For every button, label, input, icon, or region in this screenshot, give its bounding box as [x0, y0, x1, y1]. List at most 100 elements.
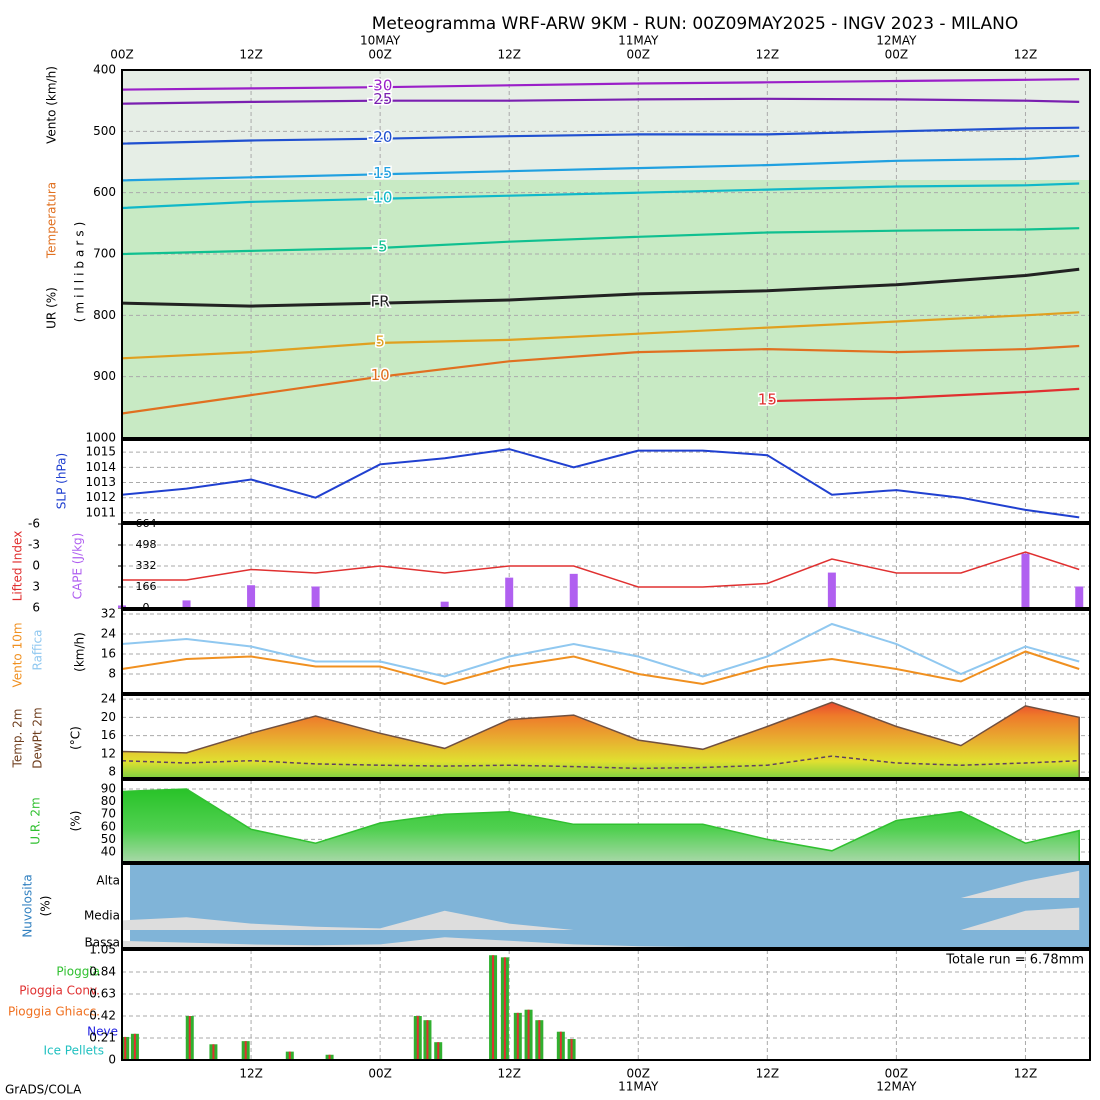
contour-label: 10 [371, 366, 390, 384]
precip-bar-conv [527, 1009, 530, 1060]
axis-label: CAPE (J/kg) [71, 533, 85, 600]
y-tick-label: 60 [101, 819, 116, 833]
time-label: 00Z [885, 48, 909, 62]
cape-bar [827, 572, 836, 608]
cape-bar [247, 585, 256, 608]
cloud-level-label: Bassa [85, 936, 120, 950]
y-tick-label: 80 [101, 794, 116, 808]
precip-bar-conv [288, 1051, 291, 1060]
contour-line [767, 387, 1080, 403]
contour-line [121, 78, 1080, 91]
y-tick-label: 24 [101, 627, 116, 641]
y-tick-label: 24 [101, 692, 116, 706]
precip-bar-conv [426, 1020, 429, 1060]
contour-label: -15 [368, 164, 393, 182]
precip-bar-conv [328, 1054, 331, 1060]
y2-tick-label: 6 [32, 601, 40, 615]
y-tick-label: 600 [93, 185, 116, 199]
contour-label: 15 [758, 391, 777, 409]
axis-label: Pioggia Conv. [19, 984, 100, 998]
contour-line [121, 97, 1080, 105]
series-line [121, 650, 1080, 686]
axis-label: (°C) [69, 726, 83, 750]
y-tick-label: 0.84 [89, 965, 116, 979]
y-tick-label: 166 [136, 580, 157, 593]
cape-bar [311, 586, 320, 608]
y-tick-label: 700 [93, 247, 116, 261]
y-tick-label: 8 [108, 765, 116, 779]
precip-bar-conv [538, 1020, 541, 1060]
axis-label: Pioggia [56, 965, 100, 979]
y-tick-label: 1013 [85, 475, 116, 489]
cape-bar [569, 573, 578, 608]
y-tick-label: 1.05 [89, 943, 116, 957]
y-tick-label: 16 [101, 728, 116, 742]
y-tick-label: 8 [108, 667, 116, 681]
panel-frame [121, 694, 1091, 779]
time-label: 00Z [885, 1067, 909, 1081]
precip-bar-conv [559, 1031, 562, 1060]
contour-label: -5 [373, 237, 388, 255]
time-label: 00Z [110, 48, 134, 62]
y-tick-label: 50 [101, 832, 116, 846]
filled-area [121, 701, 1080, 779]
cloud-level-label: Media [84, 909, 120, 923]
axis-label: Vento 10m [11, 622, 25, 687]
axis-label: Temp. 2m [11, 709, 25, 769]
date-label: 12MAY [876, 1080, 917, 1094]
axis-label: Ice Pellets [43, 1044, 104, 1058]
panel-frame [121, 69, 1091, 439]
precip-bar-conv [133, 1033, 136, 1060]
date-label: 11MAY [618, 34, 659, 48]
y-tick-label: 0 [108, 1053, 116, 1067]
panel-frame [121, 949, 1091, 1061]
y-tick-label: 498 [136, 538, 157, 551]
y-tick-label: 12 [101, 746, 116, 760]
precip-bar-conv [503, 957, 506, 1060]
date-label: 11MAY [618, 1080, 659, 1094]
precip-bar-conv [416, 1016, 419, 1060]
date-label: 10MAY [360, 34, 401, 48]
y-tick-label: 16 [101, 647, 116, 661]
axis-label: (millibars) [73, 218, 87, 323]
y-tick-label: 332 [136, 559, 157, 572]
contour-line [121, 154, 1080, 182]
cape-bar [505, 577, 514, 608]
cloud-cover [122, 870, 1080, 898]
y-tick-label: 500 [93, 124, 116, 138]
cape-bar [440, 601, 449, 608]
contour-label: -20 [368, 128, 393, 146]
panel-frame [121, 779, 1091, 863]
axis-label: Lifted Index [11, 531, 25, 602]
contour-label: FR [371, 293, 390, 311]
contour-line [121, 227, 1080, 256]
panel-frame [121, 523, 1091, 609]
y-tick-label: 1000 [85, 431, 116, 445]
precip-bar-conv [492, 955, 495, 1060]
axis-label: Raffica [31, 630, 45, 671]
cape-bar [182, 600, 191, 608]
y2-tick-label: 3 [32, 580, 40, 594]
precip-bar-conv [244, 1041, 247, 1060]
time-label: 00Z [627, 48, 651, 62]
footer: GrADS/COLA [5, 1083, 82, 1097]
time-label: 00Z [368, 48, 392, 62]
y-tick-label: 900 [93, 369, 116, 383]
y-tick-label: 40 [101, 845, 116, 859]
cloud-background [130, 864, 1090, 948]
precip-bar-conv [124, 1036, 127, 1060]
contour-line [121, 126, 1080, 145]
axis-label: SLP (hPa) [55, 453, 69, 509]
time-label: 12Z [756, 1067, 780, 1081]
axis-label: Pioggia Ghiacc. [8, 1005, 100, 1019]
y-tick-label: 800 [93, 308, 116, 322]
y-tick-label: 1015 [85, 445, 116, 459]
axis-label: (%) [39, 896, 53, 917]
y-tick-label: 70 [101, 807, 116, 821]
time-label: 12Z [1014, 48, 1038, 62]
lifted-index-line [122, 551, 1080, 588]
axis-label: Neve [87, 1025, 118, 1039]
axis-label: (%) [69, 811, 83, 832]
contour-label: -25 [368, 90, 393, 108]
